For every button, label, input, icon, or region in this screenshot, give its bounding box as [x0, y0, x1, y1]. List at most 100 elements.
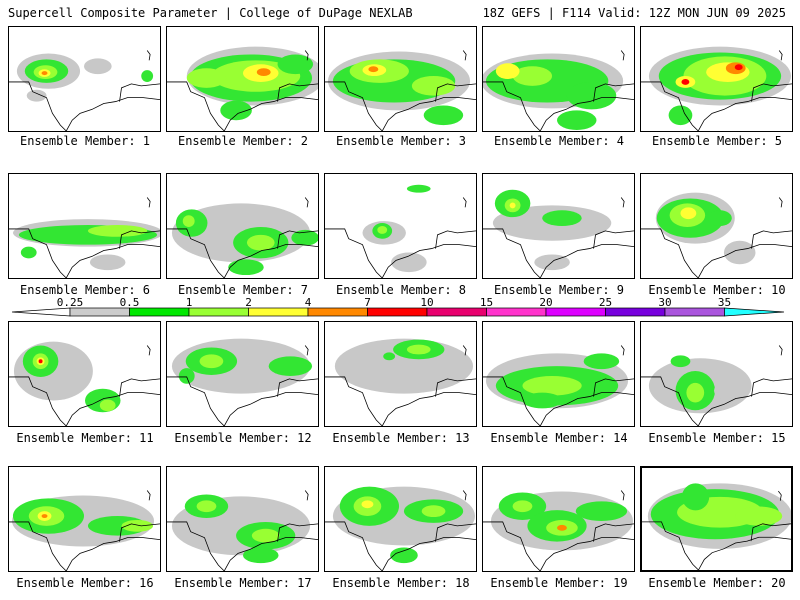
ensemble-map-10[interactable] [640, 173, 793, 279]
ensemble-map-11[interactable] [8, 321, 161, 427]
scp-contour-red [734, 64, 743, 71]
colorbar-tick-label: 1 [186, 296, 193, 309]
scp-field-map [167, 490, 318, 571]
ensemble-map-16[interactable] [8, 466, 161, 572]
ensemble-map-9[interactable] [482, 173, 635, 279]
coastline-line [167, 376, 225, 426]
colorbar-tick-label: 0.5 [120, 296, 140, 309]
ensemble-map-14[interactable] [482, 321, 635, 427]
colorbar-segment [248, 307, 309, 317]
colorbar-tick-label: 25 [599, 296, 612, 309]
ensemble-map-15[interactable] [640, 321, 793, 427]
scp-contour-light-green [251, 528, 280, 543]
colorbar-segment [605, 307, 666, 317]
scp-contour-yellow [361, 500, 374, 509]
gulf-coast-line [65, 97, 160, 131]
ensemble-map-13[interactable] [324, 321, 477, 427]
ensemble-member-label: Ensemble Member: 1 [19, 134, 151, 148]
state-border-line [277, 230, 318, 249]
gulf-coast-line [223, 392, 318, 426]
scp-contour-light-green [686, 382, 705, 403]
state-border-line [277, 523, 318, 542]
lake-shore-line [620, 490, 625, 501]
ensemble-map-3[interactable] [324, 26, 477, 132]
scp-contour-green [383, 352, 396, 361]
lake-shore-line [462, 345, 467, 356]
coastline-line [641, 376, 699, 426]
lake-shore-line [778, 197, 783, 208]
lake-shore-line [146, 490, 151, 501]
ensemble-member-label: Ensemble Member: 4 [493, 134, 625, 148]
coastline-line [483, 376, 541, 426]
scp-contour-green [575, 501, 628, 521]
ensemble-map-12[interactable] [166, 321, 319, 427]
scp-field-map [9, 341, 160, 426]
coastline-line [9, 228, 67, 278]
ensemble-map-17[interactable] [166, 466, 319, 572]
ensemble-map-20[interactable] [640, 466, 793, 572]
colorbar-tick-label: 35 [718, 296, 731, 309]
ensemble-map-8[interactable] [324, 173, 477, 279]
lake-shore-line [304, 490, 309, 501]
scp-contour-green [291, 229, 318, 246]
scp-contour-green [522, 392, 562, 409]
scp-field-map [325, 184, 476, 278]
scp-contour-green [668, 105, 693, 126]
colorbar-segment [545, 307, 606, 317]
scp-contour-gray [384, 370, 404, 382]
scp-contour-orange [557, 524, 567, 531]
lake-shore-line [304, 197, 309, 208]
coastline-line [642, 521, 699, 570]
ensemble-map-1[interactable] [8, 26, 161, 132]
ensemble-map-18[interactable] [324, 466, 477, 572]
state-border-line [751, 230, 792, 249]
ensemble-map-19[interactable] [482, 466, 635, 572]
ensemble-member-label: Ensemble Member: 5 [651, 134, 783, 148]
ensemble-member-label: Ensemble Member: 6 [19, 283, 151, 297]
ensemble-member-label: Ensemble Member: 9 [493, 283, 625, 297]
colorbar-segment [69, 307, 130, 317]
state-border-line [435, 378, 476, 397]
state-border-line [751, 378, 792, 397]
scp-contour-light-green [99, 399, 116, 412]
lake-shore-line [620, 197, 625, 208]
lake-shore-line [304, 50, 309, 61]
scp-field-map [9, 490, 160, 571]
state-border-line [119, 230, 160, 249]
scp-contour-green [268, 356, 313, 376]
ensemble-member-label: Ensemble Member: 10 [648, 283, 786, 297]
scp-contour-green [20, 246, 37, 259]
ensemble-member-label: Ensemble Member: 17 [174, 576, 312, 590]
scp-contour-light-green [522, 375, 582, 396]
colorbar-segment [188, 307, 249, 317]
coastline-line [483, 521, 541, 571]
ensemble-member-label: Ensemble Member: 3 [335, 134, 467, 148]
scp-contour-red [38, 359, 43, 364]
state-border-line [435, 523, 476, 542]
scp-contour-green [708, 210, 732, 226]
ensemble-map-2[interactable] [166, 26, 319, 132]
coastline-line [9, 376, 67, 426]
map-title: Supercell Composite Parameter | College … [8, 6, 413, 20]
ensemble-map-4[interactable] [482, 26, 635, 132]
coastline-line [167, 81, 225, 131]
scp-contour-green [178, 368, 195, 384]
ensemble-map-6[interactable] [8, 173, 161, 279]
coastline-line [9, 81, 67, 131]
colorbar-left-arrow [11, 307, 71, 317]
lake-shore-line [146, 197, 151, 208]
scp-contour-green [542, 210, 582, 226]
gulf-coast-line [697, 244, 792, 278]
lake-shore-line [778, 490, 782, 501]
coastline-line [167, 228, 225, 278]
scp-contour-light-green [246, 234, 275, 251]
scp-field-map [483, 490, 634, 571]
colorbar-segment [486, 307, 547, 317]
ensemble-map-5[interactable] [640, 26, 793, 132]
ensemble-member-label: Ensemble Member: 15 [648, 431, 786, 445]
lake-shore-line [620, 345, 625, 356]
ensemble-map-7[interactable] [166, 173, 319, 279]
scp-contour-red [681, 79, 690, 85]
coastline-line [641, 228, 699, 278]
ensemble-member-label: Ensemble Member: 18 [332, 576, 470, 590]
